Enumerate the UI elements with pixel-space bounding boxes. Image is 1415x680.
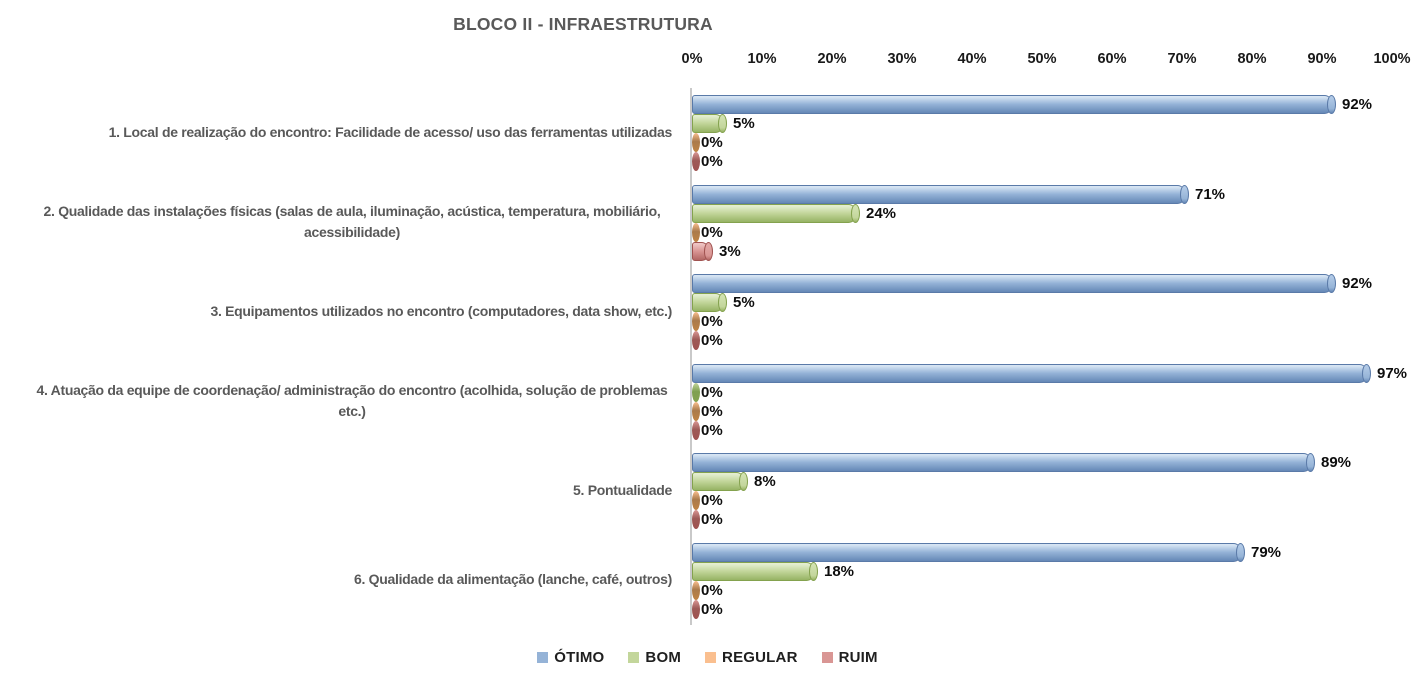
- bar-zero-regular: [692, 312, 700, 331]
- x-axis-tick-label: 70%: [1167, 51, 1197, 67]
- bar-ótimo: [692, 453, 1312, 472]
- data-label: 0%: [701, 511, 723, 528]
- data-label: 97%: [1377, 364, 1408, 382]
- bar-zero-bom: [692, 382, 700, 402]
- bar-ótimo: [692, 95, 1333, 114]
- data-label: 0%: [701, 223, 723, 241]
- bar-ótimo: [692, 274, 1333, 293]
- data-label: 79%: [1251, 543, 1282, 561]
- legend-label: ÓTIMO: [554, 648, 605, 666]
- x-axis-tick-label: 60%: [1097, 51, 1127, 67]
- bar-end-cap: [704, 241, 713, 261]
- data-label: 0%: [701, 600, 723, 618]
- category-label: 5. Pontualidade: [573, 481, 672, 498]
- bar-ótimo: [692, 542, 1242, 562]
- bar-end-cap: [1236, 542, 1245, 562]
- data-label: 0%: [701, 313, 723, 330]
- x-axis-tick-label: 20%: [817, 51, 847, 67]
- data-label: 0%: [701, 492, 723, 509]
- data-label: 18%: [824, 562, 855, 580]
- category-label: 3. Equipamentos utilizados no encontro (…: [210, 302, 672, 319]
- data-label: 0%: [701, 153, 723, 170]
- bar-end-cap: [718, 114, 727, 133]
- category-label: 1. Local de realização do encontro: Faci…: [108, 123, 673, 140]
- data-label: 92%: [1342, 96, 1373, 113]
- bar-zero-ruim: [692, 152, 700, 171]
- data-label: 0%: [701, 402, 723, 420]
- category-axis-line: [690, 88, 692, 625]
- x-axis-tick-label: 40%: [957, 51, 987, 67]
- legend-item-ruim: RUIM: [821, 648, 878, 666]
- data-label: 0%: [701, 581, 723, 599]
- legend-item-ótimo: ÓTIMO: [537, 649, 604, 666]
- bar-zero-regular: [692, 133, 700, 152]
- bar-zero-regular: [692, 491, 700, 510]
- legend: ÓTIMO BOM REGULAR RUIM: [0, 646, 1415, 668]
- x-axis-tick-label: 100%: [1373, 51, 1411, 67]
- data-label: 0%: [701, 421, 723, 439]
- bar-zero-ruim: [692, 599, 700, 619]
- legend-swatch-icon: [705, 651, 717, 663]
- bar-zero-regular: [692, 401, 700, 421]
- bar-ótimo: [692, 184, 1186, 204]
- legend-item-regular: REGULAR: [705, 649, 798, 666]
- category-label-row: 1. Local de realização do encontro: Faci…: [14, 88, 673, 178]
- data-label: 0%: [701, 383, 723, 401]
- bar-end-cap: [718, 293, 727, 312]
- x-axis-tick-label: 90%: [1307, 51, 1337, 67]
- bar-end-cap: [809, 561, 818, 581]
- bar-end-cap: [1362, 363, 1371, 383]
- data-label: 5%: [733, 115, 755, 132]
- data-label: 89%: [1321, 454, 1352, 471]
- bar-bom: [692, 203, 857, 223]
- bar-end-cap: [851, 203, 860, 223]
- legend-swatch-icon: [821, 651, 833, 663]
- legend-label: REGULAR: [722, 648, 798, 666]
- x-axis-tick-label: 80%: [1237, 51, 1267, 67]
- bar-ótimo: [692, 363, 1368, 383]
- legend-label: BOM: [645, 648, 682, 666]
- category-label-row: 5. Pontualidade: [14, 446, 672, 536]
- category-label-row: 6. Qualidade da alimentação (lanche, caf…: [14, 536, 672, 626]
- category-label-row: 2. Qualidade das instalações físicas (sa…: [14, 178, 672, 268]
- legend-item-bom: BOM: [628, 649, 681, 666]
- bar-zero-regular: [692, 580, 700, 600]
- bar-end-cap: [1180, 184, 1189, 204]
- bar-zero-ruim: [692, 331, 700, 350]
- bar-bom: [692, 561, 815, 581]
- data-label: 3%: [719, 242, 741, 260]
- chart-title: BLOCO II - INFRAESTRUTURA: [453, 14, 713, 34]
- bar-zero-ruim: [692, 420, 700, 440]
- data-label: 24%: [866, 204, 897, 222]
- legend-swatch-icon: [537, 651, 549, 663]
- category-label: 4. Atuação da equipe de coordenação/ adm…: [36, 381, 668, 420]
- category-label: 6. Qualidade da alimentação (lanche, caf…: [354, 571, 672, 588]
- data-label: 71%: [1195, 185, 1226, 203]
- data-label: 0%: [701, 332, 723, 349]
- bar-end-cap: [1327, 95, 1336, 114]
- x-axis-tick-label: 10%: [747, 51, 777, 67]
- x-axis-tick-label: 30%: [887, 51, 917, 67]
- legend-swatch-icon: [628, 651, 640, 663]
- bar-end-cap: [1327, 274, 1336, 293]
- category-label-row: 4. Atuação da equipe de coordenação/ adm…: [14, 357, 672, 447]
- bar-bom: [692, 472, 745, 491]
- bar-zero-regular: [692, 222, 700, 242]
- bar-end-cap: [739, 472, 748, 491]
- category-label: 2. Qualidade das instalações físicas (sa…: [43, 202, 661, 241]
- legend-label: RUIM: [838, 648, 878, 666]
- bar-end-cap: [1306, 453, 1315, 472]
- category-label-row: 3. Equipamentos utilizados no encontro (…: [14, 267, 672, 357]
- bar-zero-ruim: [692, 510, 700, 529]
- x-axis-tick-label: 0%: [681, 51, 703, 67]
- x-axis-tick-label: 50%: [1027, 51, 1057, 67]
- data-label: 5%: [733, 294, 755, 311]
- data-label: 92%: [1342, 275, 1373, 292]
- data-label: 0%: [701, 134, 723, 151]
- data-label: 8%: [754, 473, 776, 490]
